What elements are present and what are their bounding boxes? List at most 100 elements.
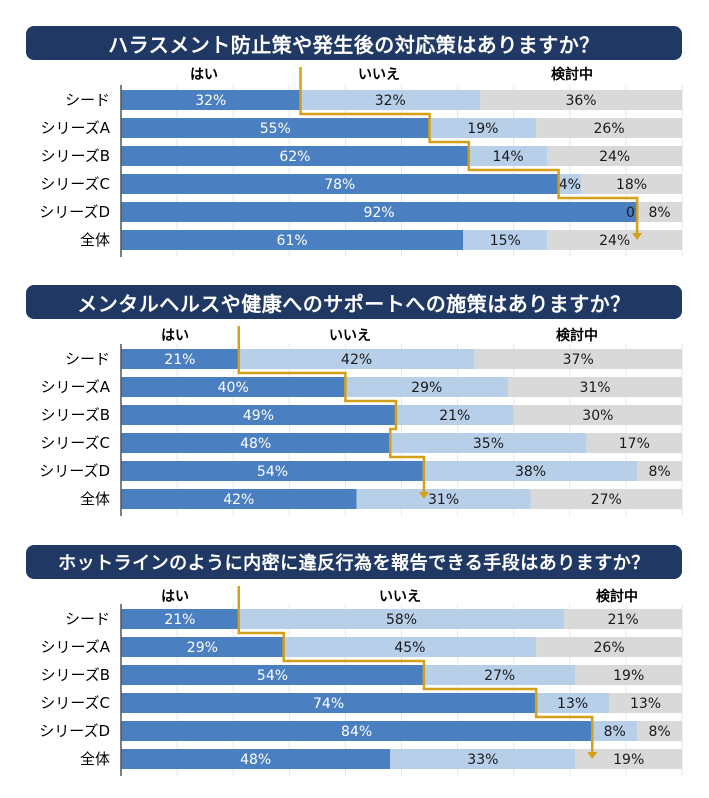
bar-consider bbox=[637, 721, 682, 741]
bar-yes bbox=[121, 665, 424, 685]
data-label: 33% bbox=[467, 752, 498, 768]
bar-yes bbox=[121, 405, 396, 425]
data-label: 27% bbox=[484, 668, 515, 684]
category-label: シリーズB bbox=[40, 406, 110, 424]
data-label: 49% bbox=[243, 408, 274, 424]
bar-consider bbox=[508, 377, 682, 397]
bar-consider bbox=[637, 461, 682, 481]
bar-yes bbox=[121, 637, 284, 657]
data-label: 48% bbox=[240, 436, 271, 452]
step-line bbox=[237, 326, 426, 492]
bar-no bbox=[345, 377, 509, 397]
category-label: シリーズA bbox=[40, 378, 110, 396]
data-label: 78% bbox=[324, 177, 355, 193]
data-label: 74% bbox=[313, 696, 344, 712]
category-label: 全体 bbox=[79, 750, 110, 768]
legend-consider: 検討中 bbox=[596, 589, 638, 605]
data-label: 45% bbox=[394, 640, 425, 656]
data-label: 32% bbox=[195, 93, 226, 109]
bar-yes bbox=[121, 749, 391, 769]
data-label: 26% bbox=[594, 121, 625, 137]
bar-no bbox=[356, 489, 531, 509]
bar-yes bbox=[121, 433, 391, 453]
bar-no bbox=[390, 433, 587, 453]
data-label: 19% bbox=[467, 121, 498, 137]
data-label: 55% bbox=[260, 121, 291, 137]
data-label: 37% bbox=[563, 352, 594, 368]
category-label: シリーズD bbox=[39, 462, 110, 480]
data-label: 36% bbox=[565, 93, 596, 109]
data-label: 13% bbox=[557, 696, 588, 712]
bar-no bbox=[238, 609, 565, 629]
bar-consider bbox=[586, 433, 682, 453]
data-label: 54% bbox=[257, 464, 288, 480]
data-label: 27% bbox=[591, 492, 622, 508]
bar-yes bbox=[121, 693, 537, 713]
bar-yes bbox=[121, 174, 559, 194]
step-line bbox=[237, 586, 594, 752]
chart-title: メンタルヘルスや健康へのサポートへの施策はありますか？ bbox=[26, 285, 682, 319]
data-label: 31% bbox=[428, 492, 459, 508]
data-label: 62% bbox=[279, 149, 310, 165]
data-label: 24% bbox=[599, 149, 630, 165]
data-label: 40% bbox=[218, 380, 249, 396]
category-label: シード bbox=[64, 610, 110, 628]
bar-consider bbox=[530, 489, 682, 509]
bar-consider bbox=[547, 146, 682, 166]
bar-no bbox=[558, 174, 582, 194]
bar-no bbox=[300, 90, 481, 110]
category-label: シリーズA bbox=[40, 638, 110, 656]
bar-consider bbox=[637, 202, 682, 222]
bar-yes bbox=[121, 118, 430, 138]
category-label: シリーズB bbox=[40, 147, 110, 165]
data-label: 8% bbox=[648, 464, 670, 480]
bar-consider bbox=[480, 90, 682, 110]
data-label: 21% bbox=[608, 612, 639, 628]
bar-yes bbox=[121, 461, 424, 481]
chart-title: ホットラインのように内密に違反行為を報告できる手段はありますか？ bbox=[26, 545, 682, 579]
category-label: シード bbox=[64, 350, 110, 368]
data-label: 21% bbox=[164, 352, 195, 368]
bar-no bbox=[592, 721, 638, 741]
category-label: 全体 bbox=[79, 490, 110, 508]
bar-yes bbox=[121, 609, 239, 629]
category-label: シード bbox=[64, 91, 110, 109]
bar-yes bbox=[121, 90, 301, 110]
data-label: 42% bbox=[223, 492, 254, 508]
bar-no bbox=[423, 665, 576, 685]
bar-no bbox=[468, 146, 548, 166]
bar-yes bbox=[121, 349, 239, 369]
data-label: 8% bbox=[648, 205, 670, 221]
step-arrow-head bbox=[587, 752, 598, 759]
data-label: 8% bbox=[648, 724, 670, 740]
bar-no bbox=[536, 693, 610, 713]
data-label: 14% bbox=[493, 149, 524, 165]
category-label: シリーズA bbox=[40, 119, 110, 137]
bar-no bbox=[238, 349, 475, 369]
bar-yes bbox=[121, 721, 593, 741]
category-label: シリーズD bbox=[39, 722, 110, 740]
bar-consider bbox=[536, 637, 682, 657]
data-label: 61% bbox=[277, 233, 308, 249]
bar-no bbox=[429, 118, 537, 138]
category-label: シリーズC bbox=[40, 175, 110, 193]
bar-no bbox=[390, 749, 576, 769]
bar-consider bbox=[547, 230, 682, 250]
data-label: 38% bbox=[515, 464, 546, 480]
bar-consider bbox=[575, 749, 682, 769]
category-label: 全体 bbox=[79, 231, 110, 249]
data-label: 26% bbox=[594, 640, 625, 656]
data-label: 13% bbox=[630, 696, 661, 712]
bar-consider bbox=[575, 665, 682, 685]
data-label: 8% bbox=[604, 724, 626, 740]
legend-yes: はい bbox=[161, 589, 189, 605]
data-label: 31% bbox=[579, 380, 610, 396]
data-label: 42% bbox=[341, 352, 372, 368]
data-label: 21% bbox=[164, 612, 195, 628]
data-label: 58% bbox=[386, 612, 417, 628]
bar-yes bbox=[121, 489, 357, 509]
data-label: 29% bbox=[187, 640, 218, 656]
bar-consider bbox=[513, 405, 682, 425]
